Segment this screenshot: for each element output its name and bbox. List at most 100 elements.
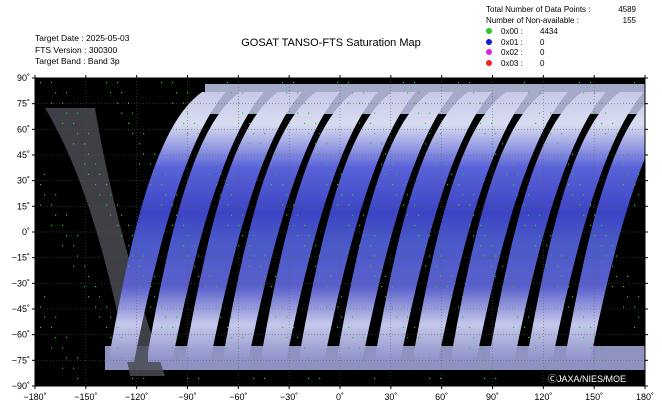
- data-point-marker: [154, 296, 156, 298]
- data-point-marker: [495, 275, 497, 277]
- data-point-marker: [612, 245, 614, 247]
- data-point-marker: [337, 184, 339, 186]
- data-point-marker: [429, 357, 431, 359]
- data-point-marker: [55, 92, 57, 94]
- lon-tick-label: 90˚: [486, 392, 499, 402]
- data-point-marker: [605, 133, 607, 135]
- data-point-marker: [524, 326, 526, 328]
- data-point-marker: [143, 153, 145, 155]
- data-point-marker: [506, 173, 508, 175]
- data-point-marker: [590, 102, 592, 104]
- data-point-marker: [451, 173, 453, 175]
- data-point-marker: [480, 367, 482, 369]
- data-point-marker: [601, 122, 603, 124]
- data-point-marker: [480, 102, 482, 104]
- swath-strip-2: [186, 92, 302, 362]
- data-point-marker: [385, 153, 387, 155]
- data-point-marker: [572, 296, 574, 298]
- data-point-marker: [535, 122, 537, 124]
- legend-value: 0: [540, 48, 545, 57]
- data-point-marker: [66, 92, 68, 94]
- data-point-marker: [330, 173, 332, 175]
- data-point-marker: [436, 286, 438, 288]
- data-point-marker: [84, 163, 86, 165]
- data-point-marker: [198, 255, 200, 257]
- data-point-marker: [392, 306, 394, 308]
- stats-block: Total Number of Data Points : 4589 Numbe…: [486, 4, 636, 68]
- data-point-marker: [315, 245, 317, 247]
- data-point-marker: [337, 82, 339, 84]
- data-point-marker: [528, 92, 530, 94]
- data-point-marker: [535, 245, 537, 247]
- data-point-marker: [161, 204, 163, 206]
- data-point-marker: [407, 194, 409, 196]
- swath-strip-11: [528, 92, 644, 362]
- data-point-marker: [469, 82, 471, 84]
- data-point-marker: [176, 357, 178, 359]
- data-point-marker: [414, 82, 416, 84]
- data-point-marker: [55, 316, 57, 318]
- data-point-marker: [117, 204, 119, 206]
- data-point-marker: [143, 275, 145, 277]
- data-point-marker: [385, 296, 387, 298]
- data-point-marker: [594, 112, 596, 114]
- latitude-axis-labels: 90˚ 75˚ 60˚ 45˚ 30˚ 15˚ 0˚ −15˚ −30˚ −45˚ −60˚ −75˚…: [12, 73, 30, 391]
- data-point-marker: [546, 245, 548, 247]
- data-point-marker: [117, 326, 119, 328]
- data-point-marker: [128, 102, 130, 104]
- data-point-marker: [352, 337, 354, 339]
- data-point-marker: [407, 316, 409, 318]
- data-point-marker: [616, 377, 618, 379]
- data-point-marker: [121, 214, 123, 216]
- data-point-marker: [513, 326, 515, 328]
- data-point-marker: [319, 153, 321, 155]
- data-point-marker: [634, 204, 636, 206]
- lon-tick-label: 120˚: [534, 392, 552, 402]
- data-point-marker: [572, 194, 574, 196]
- data-point-marker: [385, 173, 387, 175]
- data-point-marker: [319, 133, 321, 135]
- data-point-marker: [546, 143, 548, 145]
- data-point-marker: [150, 163, 152, 165]
- data-point-marker: [429, 255, 431, 257]
- lon-tick-label: 150˚: [585, 392, 603, 402]
- data-point-marker: [216, 306, 218, 308]
- data-point-marker: [414, 102, 416, 104]
- data-point-marker: [341, 316, 343, 318]
- data-point-marker: [308, 377, 310, 379]
- data-point-marker: [594, 357, 596, 359]
- data-point-marker: [374, 255, 376, 257]
- data-point-marker: [440, 153, 442, 155]
- data-point-marker: [502, 143, 504, 145]
- data-point-marker: [264, 153, 266, 155]
- legend-dot-icon: [486, 28, 492, 34]
- data-point-marker: [128, 265, 130, 267]
- data-point-marker: [253, 235, 255, 237]
- data-point-marker: [381, 286, 383, 288]
- data-point-marker: [187, 112, 189, 114]
- data-point-marker: [143, 377, 145, 379]
- data-point-marker: [227, 326, 229, 328]
- swath-strip-9: [452, 92, 568, 362]
- data-point-marker: [392, 286, 394, 288]
- data-point-marker: [524, 347, 526, 349]
- lat-tick-label: −15˚: [12, 253, 30, 263]
- data-point-marker: [73, 265, 75, 267]
- data-point-marker: [601, 367, 603, 369]
- data-point-marker: [469, 347, 471, 349]
- data-point-marker: [249, 367, 251, 369]
- non-available-label: Number of Non-available :: [486, 16, 579, 25]
- data-point-marker: [418, 214, 420, 216]
- data-point-marker: [143, 133, 145, 135]
- data-point-marker: [447, 286, 449, 288]
- data-point-marker: [363, 235, 365, 237]
- data-point-marker: [77, 255, 79, 257]
- data-point-marker: [579, 82, 581, 84]
- data-point-marker: [183, 102, 185, 104]
- data-point-marker: [568, 306, 570, 308]
- data-point-marker: [634, 306, 636, 308]
- data-point-marker: [623, 163, 625, 165]
- data-point-marker: [51, 347, 53, 349]
- data-point-marker: [242, 357, 244, 359]
